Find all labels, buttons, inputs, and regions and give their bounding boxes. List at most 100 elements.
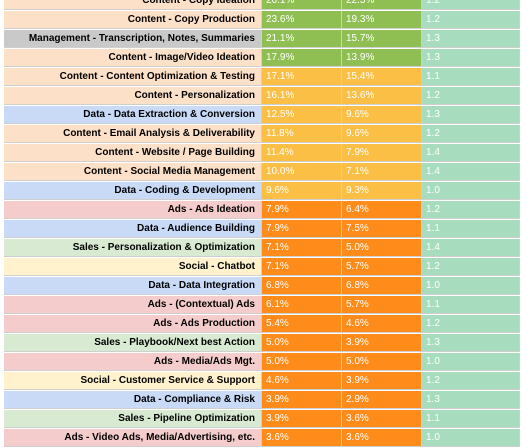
row-label: Social - Customer Service & Support: [4, 372, 262, 390]
value-cell-3: 1.3: [422, 30, 520, 48]
value-cell-1: 10.0%: [262, 163, 342, 181]
row-label: Content - Personalization: [4, 87, 262, 105]
value-cell-2: 9.6%: [342, 125, 422, 143]
value-cell-2: 3.6%: [342, 410, 422, 428]
value-cell-3: 1.3: [422, 106, 520, 124]
value-cell-3: 1.2: [422, 0, 520, 10]
value-cell-3: 1.4: [422, 163, 520, 181]
value-cell-1: 7.9%: [262, 201, 342, 219]
value-cell-1: 21.1%: [262, 30, 342, 48]
row-label: Management - Transcription, Notes, Summa…: [4, 30, 262, 48]
row-label: Sales - Pipeline Optimization: [4, 410, 262, 428]
value-cell-3: 1.4: [422, 144, 520, 162]
table-row: Data - Data Integration 6.8% 6.8% 1.0: [4, 277, 520, 296]
row-label: Content - Copy Production: [4, 11, 262, 29]
table-row: Content - Social Media Management 10.0% 7.…: [4, 163, 520, 182]
table-row: Sales - Personalization & Optimization 7.…: [4, 239, 520, 258]
value-cell-2: 15.4%: [342, 68, 422, 86]
table-row: Data - Compliance & Risk 3.9% 2.9% 1.3: [4, 391, 520, 410]
value-cell-2: 5.0%: [342, 239, 422, 257]
value-cell-1: 17.9%: [262, 49, 342, 67]
value-cell-1: 5.0%: [262, 353, 342, 371]
value-cell-2: 5.7%: [342, 296, 422, 314]
value-cell-3: 1.2: [422, 11, 520, 29]
row-label: Data - Data Integration: [4, 277, 262, 295]
value-cell-1: 26.1%: [262, 0, 342, 10]
table-row: Data - Coding & Development 9.6% 9.3% 1.0: [4, 182, 520, 201]
table-row: Social - Chatbot 7.1% 5.7% 1.2: [4, 258, 520, 277]
value-cell-2: 3.9%: [342, 334, 422, 352]
value-cell-2: 5.0%: [342, 353, 422, 371]
table-row: Content - Image/Video Ideation 17.9% 13.9%…: [4, 49, 520, 68]
row-label: Social - Chatbot: [4, 258, 262, 276]
value-cell-3: 1.3: [422, 391, 520, 409]
value-cell-2: 7.5%: [342, 220, 422, 238]
row-label: Data - Compliance & Risk: [4, 391, 262, 409]
row-label-text: Sales - Playbook/Next best Action: [94, 337, 255, 348]
value-cell-1: 5.4%: [262, 315, 342, 333]
value-cell-1: 11.4%: [262, 144, 342, 162]
value-cell-1: 17.1%: [262, 68, 342, 86]
value-cell-1: 11.8%: [262, 125, 342, 143]
table-row: Social - Customer Service & Support 4.6% 3…: [4, 372, 520, 391]
value-cell-2: 7.9%: [342, 144, 422, 162]
row-label: Content - Image/Video Ideation: [4, 49, 262, 67]
value-cell-3: 1.1: [422, 410, 520, 428]
value-cell-1: 12.5%: [262, 106, 342, 124]
row-label: Content - Social Media Management: [4, 163, 262, 181]
row-label: Data - Audience Building: [4, 220, 262, 238]
value-cell-1: 6.1%: [262, 296, 342, 314]
value-cell-3: 1.0: [422, 429, 520, 447]
value-cell-3: 1.1: [422, 296, 520, 314]
value-cell-2: 13.6%: [342, 87, 422, 105]
value-cell-3: 1.1: [422, 220, 520, 238]
value-cell-2: 6.4%: [342, 201, 422, 219]
table-row: Ads - (Contextual) Ads 6.1% 5.7% 1.1: [4, 296, 520, 315]
value-cell-2: 15.7%: [342, 30, 422, 48]
value-cell-3: 1.2: [422, 258, 520, 276]
table-row: Content - Copy Ideation 26.1% 22.5% 1.2: [4, 0, 520, 11]
row-label: Ads - Media/Ads Mgt.: [4, 353, 262, 371]
value-cell-2: 2.9%: [342, 391, 422, 409]
value-cell-2: 19.3%: [342, 11, 422, 29]
value-cell-2: 22.5%: [342, 0, 422, 10]
row-label: Ads - Ads Ideation: [4, 201, 262, 219]
table-row: Content - Website / Page Building 11.4% 7.…: [4, 144, 520, 163]
table-row: Ads - Ads Production 5.4% 4.6% 1.2: [4, 315, 520, 334]
value-cell-2: 5.7%: [342, 258, 422, 276]
row-label: Data - Coding & Development: [4, 182, 262, 200]
value-cell-3: 1.0: [422, 353, 520, 371]
table-row: Ads - Media/Ads Mgt. 5.0% 5.0% 1.0: [4, 353, 520, 372]
value-cell-3: 1.1: [422, 68, 520, 86]
value-cell-2: 3.6%: [342, 429, 422, 447]
table-row: Data - Audience Building 7.9% 7.5% 1.1: [4, 220, 520, 239]
table-row: Ads - Video Ads, Media/Advertising, etc.…: [4, 429, 520, 448]
value-cell-1: 6.8%: [262, 277, 342, 295]
row-label: Content - Copy Ideation: [4, 0, 262, 10]
value-cell-3: 1.0: [422, 277, 520, 295]
value-cell-1: 7.1%: [262, 239, 342, 257]
row-label: Content - Content Optimization & Testing: [4, 68, 262, 86]
table-row: Sales - Playbook/Next best Action 5.0% 3.9…: [4, 334, 520, 353]
value-cell-3: 1.2: [422, 87, 520, 105]
table-row: Content - Email Analysis & Deliverabilit…: [4, 125, 520, 144]
row-label: Sales - Personalization & Optimization: [4, 239, 262, 257]
value-cell-1: 16.1%: [262, 87, 342, 105]
value-cell-2: 7.1%: [342, 163, 422, 181]
row-label: Content - Email Analysis & Deliverabilit…: [4, 125, 262, 143]
value-cell-3: 1.3: [422, 49, 520, 67]
value-cell-2: 13.9%: [342, 49, 422, 67]
row-label: Ads - Ads Production: [4, 315, 262, 333]
row-label: Ads - Video Ads, Media/Advertising, etc.: [4, 429, 262, 447]
value-cell-1: 3.9%: [262, 410, 342, 428]
row-label: Content - Website / Page Building: [4, 144, 262, 162]
value-cell-1: 7.9%: [262, 220, 342, 238]
row-label: Ads - (Contextual) Ads: [4, 296, 262, 314]
table-row: Ads - Ads Ideation 7.9% 6.4% 1.2: [4, 201, 520, 220]
table-row: Content - Copy Production 23.6% 19.3% 1.2: [4, 11, 520, 30]
value-cell-3: 1.2: [422, 125, 520, 143]
value-cell-2: 4.6%: [342, 315, 422, 333]
value-cell-1: 3.9%: [262, 391, 342, 409]
value-cell-1: 7.1%: [262, 258, 342, 276]
row-label: Sales - Playbook/Next best Action: [4, 334, 262, 352]
